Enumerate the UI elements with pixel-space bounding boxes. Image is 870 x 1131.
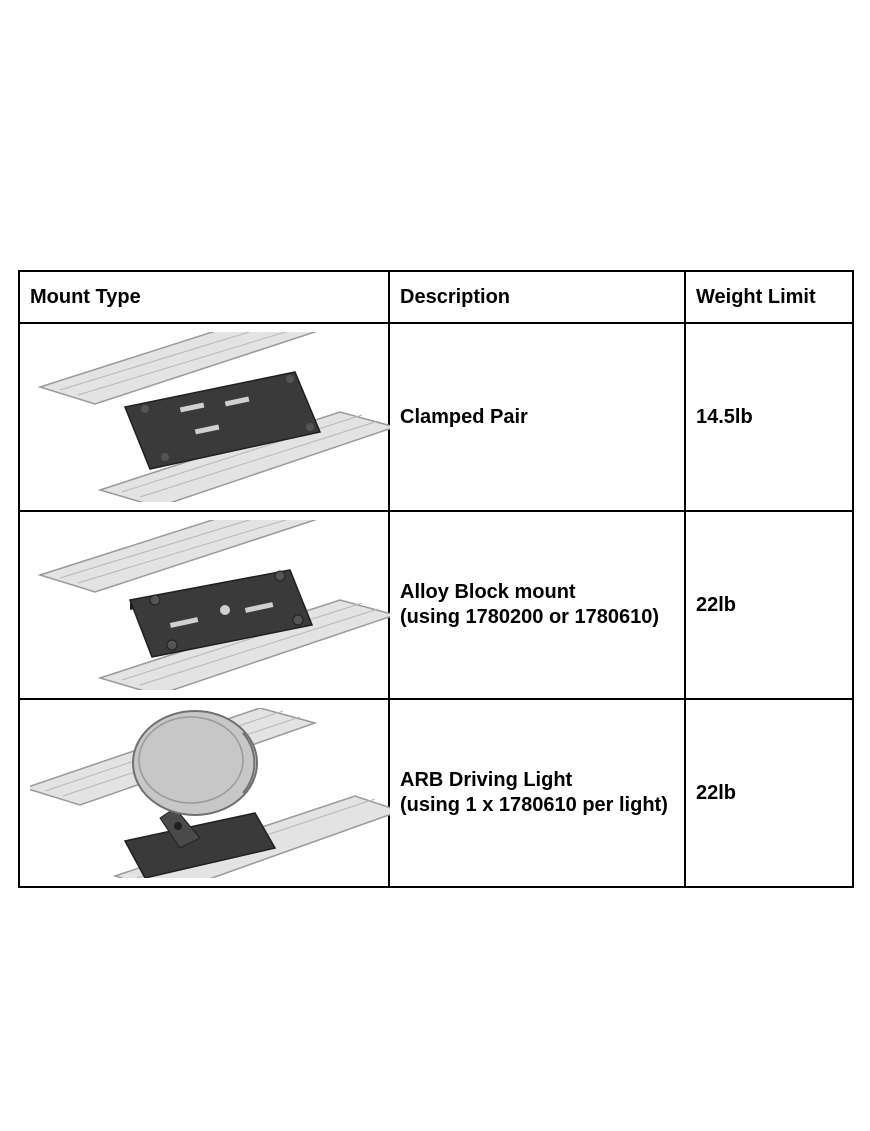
col-header-description: Description xyxy=(389,271,685,323)
table-row: Alloy Block mount(using 1780200 or 17806… xyxy=(19,511,853,699)
mount-description: ARB Driving Light(using 1 x 1780610 per … xyxy=(389,699,685,887)
mount-weight-limit: 22lb xyxy=(685,699,853,887)
mount-illustration-clamped-pair xyxy=(19,323,389,511)
mount-table: Mount Type Description Weight Limit xyxy=(18,270,854,888)
document-page: Mount Type Description Weight Limit xyxy=(0,0,870,888)
col-header-mount-type: Mount Type xyxy=(19,271,389,323)
mount-illustration-alloy-block xyxy=(19,511,389,699)
mount-weight-limit: 14.5lb xyxy=(685,323,853,511)
mount-weight-limit: 22lb xyxy=(685,511,853,699)
table-row: Clamped Pair 14.5lb xyxy=(19,323,853,511)
mount-description: Alloy Block mount(using 1780200 or 17806… xyxy=(389,511,685,699)
col-header-weight-limit: Weight Limit xyxy=(685,271,853,323)
table-row: ARB Driving Light(using 1 x 1780610 per … xyxy=(19,699,853,887)
table-header-row: Mount Type Description Weight Limit xyxy=(19,271,853,323)
mount-description: Clamped Pair xyxy=(389,323,685,511)
mount-illustration-arb-light xyxy=(19,699,389,887)
